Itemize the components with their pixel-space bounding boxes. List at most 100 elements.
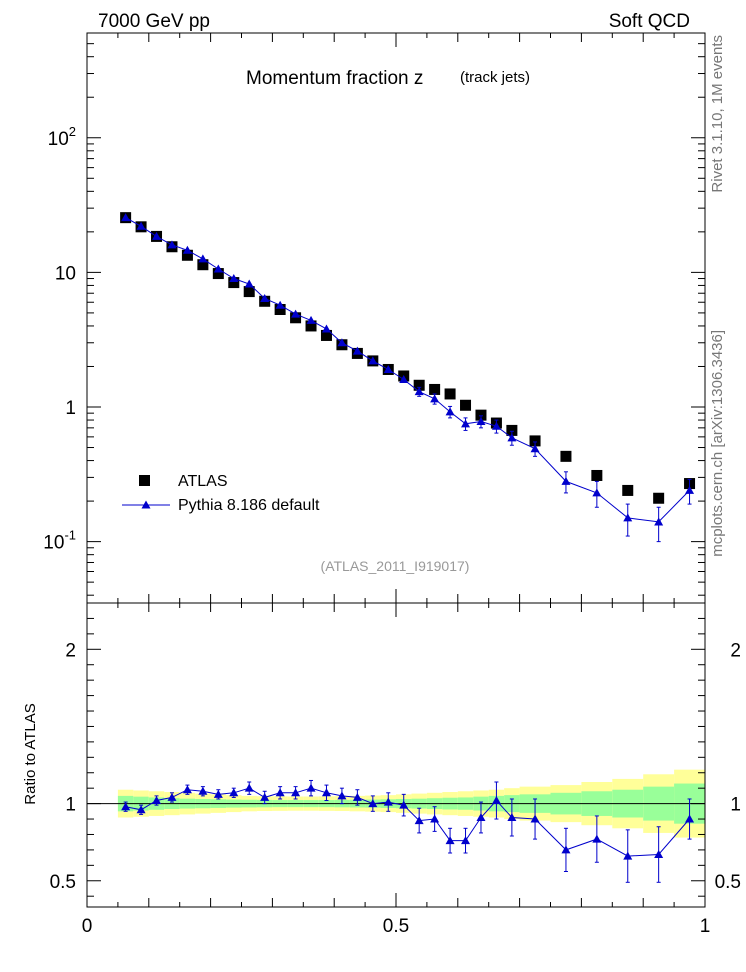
atlas-point — [212, 268, 224, 280]
y-tick-label-ratio-right: 0.5 — [715, 872, 741, 893]
side-text-bottom: mcplots.cern.ch [arXiv:1306.3436] — [709, 330, 726, 557]
atlas-point — [413, 379, 425, 391]
pythia-point — [368, 356, 378, 365]
tick-labels: 10-1 1 10 102 0.5 0.5 1 1 2 2 0 0.5 1 — [43, 124, 741, 937]
pythia-point — [507, 433, 517, 442]
mc-marks — [121, 213, 695, 543]
side-text-top: Rivet 3.1.10, 1M events — [709, 35, 726, 193]
atlas-point — [460, 399, 472, 411]
y-tick-label-main: 10-1 — [43, 528, 76, 554]
pythia-point — [275, 300, 285, 309]
pythia-point — [445, 407, 455, 416]
legend-pythia-label: Pythia 8.186 default — [178, 497, 320, 514]
ratio-point — [182, 785, 192, 794]
pythia-point — [623, 513, 633, 522]
pythia-point — [383, 364, 393, 373]
pythia-point — [229, 274, 239, 283]
atlas-point — [591, 469, 603, 481]
y-tick-label-main: 102 — [48, 124, 76, 150]
ratio-point — [260, 792, 270, 801]
ratio-point — [352, 792, 362, 801]
ratio-point — [244, 783, 254, 792]
atlas-point — [560, 450, 572, 462]
pythia-point — [152, 231, 162, 240]
pythia-point — [198, 254, 208, 263]
ratio-point — [368, 799, 378, 808]
atlas-point — [529, 435, 541, 447]
pythia-point — [654, 517, 664, 526]
pythia-point — [491, 421, 501, 430]
atlas-point — [320, 329, 332, 341]
ratio-point — [461, 836, 471, 845]
data-marks — [120, 212, 696, 504]
legend-pythia-marker — [141, 500, 151, 509]
pythia-point — [414, 387, 424, 396]
pythia-point — [352, 346, 362, 355]
pythia-point — [260, 293, 270, 302]
y-tick-label-main: 1 — [65, 398, 76, 419]
ratio-point — [136, 805, 146, 814]
pythia-point — [399, 375, 409, 384]
ratio-point — [198, 786, 208, 795]
atlas-point — [622, 484, 634, 496]
ratio-point — [507, 812, 517, 821]
pythia-point — [182, 245, 192, 254]
atlas-point — [197, 259, 209, 271]
legend: ATLAS Pythia 8.186 default — [122, 473, 320, 514]
legend-atlas-marker — [139, 475, 150, 486]
y-tick-label-main: 10 — [55, 263, 76, 284]
ratio-point — [121, 802, 131, 811]
ratio-point — [337, 791, 347, 800]
ratio-point — [306, 783, 316, 792]
y-tick-label-ratio: 0.5 — [50, 872, 76, 893]
pythia-point — [461, 419, 471, 428]
ratio-point — [321, 788, 331, 797]
pythia-point — [430, 394, 440, 403]
pythia-point — [213, 264, 223, 273]
ratio-point — [414, 816, 424, 825]
pythia-point — [167, 240, 177, 249]
ratio-point — [275, 788, 285, 797]
ratio-point — [491, 796, 501, 805]
analysis-label: (ATLAS_2011_I919017) — [321, 558, 470, 574]
atlas-point — [290, 312, 302, 324]
ratio-point — [561, 845, 571, 854]
plot-subtitle: (track jets) — [460, 69, 530, 86]
header-right: Soft QCD — [609, 11, 690, 32]
atlas-point — [181, 249, 193, 261]
atlas-point — [506, 424, 518, 436]
pythia-point — [136, 221, 146, 230]
header-left: 7000 GeV pp — [98, 11, 210, 32]
ratio-point — [291, 788, 301, 797]
ratio-point — [623, 851, 633, 860]
ratio-point — [399, 800, 409, 809]
pythia-point — [291, 309, 301, 318]
pythia-point — [530, 444, 540, 453]
y-tick-label-ratio-right: 1 — [730, 795, 741, 816]
atlas-point — [305, 320, 317, 332]
ratio-point — [167, 792, 177, 801]
ratio-point — [654, 850, 664, 859]
pythia-point — [244, 279, 254, 288]
ratio-point — [229, 788, 239, 797]
ratio-point — [152, 796, 162, 805]
pythia-point — [306, 315, 316, 324]
y-tick-label-ratio: 1 — [65, 795, 76, 816]
ratio-point — [592, 834, 602, 843]
atlas-point — [243, 286, 255, 298]
pythia-point — [476, 417, 486, 426]
atlas-point — [475, 409, 487, 421]
ratio-point — [685, 814, 695, 823]
atlas-point — [274, 303, 286, 315]
y-tick-label-ratio: 2 — [65, 640, 76, 661]
ratio-panel-frame — [86, 602, 706, 908]
atlas-point — [228, 277, 240, 289]
ratio-point — [476, 812, 486, 821]
plot-title: Momentum fraction z — [246, 68, 423, 89]
y-tick-label-ratio-right: 2 — [730, 640, 741, 661]
x-tick-label: 0.5 — [383, 916, 409, 937]
pythia-point — [321, 324, 331, 333]
ratio-marks — [121, 779, 695, 883]
pythia-point — [121, 213, 131, 222]
